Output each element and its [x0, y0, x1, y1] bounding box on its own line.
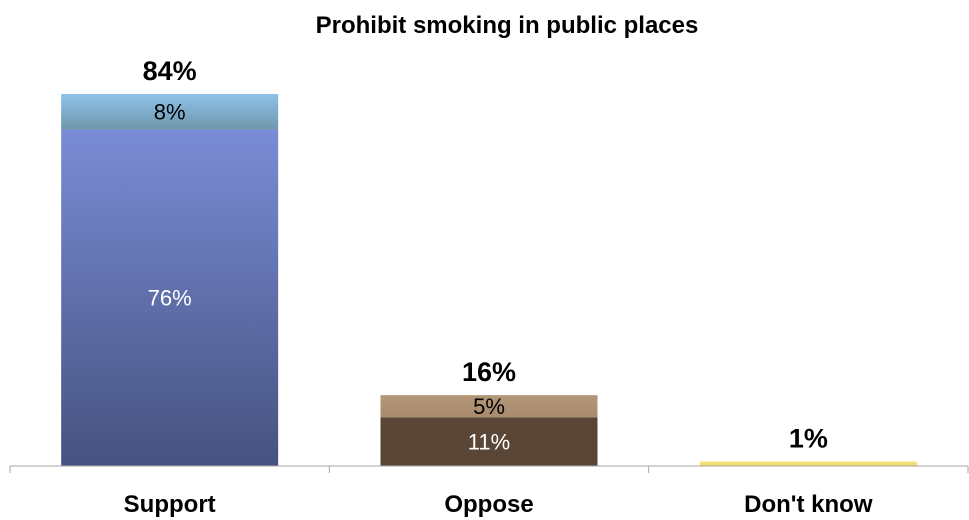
segment-label-support-0: 76%: [148, 286, 192, 311]
bar-segment-support-1: [61, 94, 279, 130]
bar-segment-oppose-1: [380, 395, 598, 418]
total-label-don-t-know: 1%: [789, 424, 828, 454]
bar-segment-support-0: [61, 129, 279, 466]
bars-layer: [61, 94, 917, 466]
segment-label-oppose-0: 11%: [468, 430, 510, 455]
chart-title: Prohibit smoking in public places: [316, 12, 699, 39]
bar-segment-oppose-0: [380, 417, 598, 466]
category-label-support: Support: [124, 491, 216, 518]
segment-label-support-1: 8%: [154, 100, 186, 125]
bar-segment-don-t-know-0: [699, 461, 917, 466]
x-axis: [9, 465, 969, 473]
total-label-oppose: 16%: [462, 357, 516, 387]
labels-layer: 76% 8% 84% Support 11% 5% 16% Oppose 1% Don't kno…: [124, 56, 873, 518]
segment-label-oppose-1: 5%: [473, 394, 505, 419]
category-label-don-t-know: Don't know: [744, 491, 873, 518]
category-label-oppose: Oppose: [444, 491, 533, 518]
total-label-support: 84%: [143, 56, 197, 86]
